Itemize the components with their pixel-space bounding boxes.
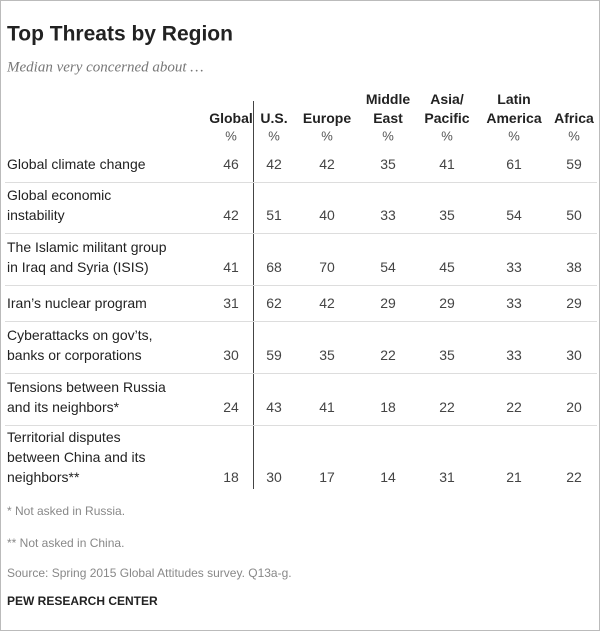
cell-value: 35 [319,347,335,363]
cell-value: 42 [266,156,282,172]
row-label: Territorial disputes [7,429,121,445]
row-label: in Iraq and Syria (ISIS) [7,259,149,275]
cell-value: 70 [319,259,335,275]
column-unit: % [382,128,394,144]
cell-value: 31 [439,469,455,485]
cell-value: 18 [380,399,396,415]
cell-value: 33 [506,295,522,311]
cell-value: 61 [506,156,522,172]
row-label: neighbors** [7,469,80,485]
cell-value: 40 [319,207,335,223]
row-separator [5,233,597,234]
row-label: Global climate change [7,156,146,172]
cell-value: 51 [266,207,282,223]
column-unit: % [268,128,280,144]
row-label: The Islamic militant group [7,239,167,255]
cell-value: 50 [566,207,582,223]
footer: PEW RESEARCH CENTER [7,594,158,608]
cell-value: 22 [566,469,582,485]
cell-value: 42 [319,295,335,311]
column-unit: % [508,128,520,144]
cell-value: 59 [566,156,582,172]
cell-value: 35 [439,207,455,223]
cell-value: 33 [380,207,396,223]
row-separator [5,285,597,286]
cell-value: 45 [439,259,455,275]
title: Top Threats by Region [7,22,233,46]
cell-value: 54 [380,259,396,275]
cell-value: 35 [439,347,455,363]
cell-value: 18 [223,469,239,485]
row-label: Global economic [7,187,112,203]
cell-value: 46 [223,156,239,172]
column-header: Pacific [424,110,470,126]
cell-value: 42 [223,207,239,223]
column-unit: % [321,128,333,144]
cell-value: 20 [566,399,582,415]
column-unit: % [225,128,237,144]
note: Source: Spring 2015 Global Attitudes sur… [7,566,292,580]
cell-value: 41 [439,156,455,172]
cell-value: 43 [266,399,282,415]
cell-value: 29 [566,295,582,311]
cell-value: 31 [223,295,239,311]
cell-value: 54 [506,207,522,223]
cell-value: 41 [319,399,335,415]
column-header: Global [209,110,253,126]
note: * Not asked in Russia. [7,504,126,518]
row-label: between China and its [7,449,146,465]
row-label: banks or corporations [7,347,142,363]
column-header: East [373,110,403,126]
column-header: Africa [554,110,594,126]
cell-value: 30 [266,469,282,485]
cell-value: 35 [380,156,396,172]
cell-value: 30 [223,347,239,363]
cell-value: 29 [380,295,396,311]
row-label: instability [7,207,65,223]
cell-value: 33 [506,259,522,275]
cell-value: 41 [223,259,239,275]
row-separator [5,182,597,183]
column-unit: % [568,128,580,144]
row-label: and its neighbors* [7,399,120,415]
cell-value: 62 [266,295,282,311]
cell-value: 22 [380,347,396,363]
subtitle: Median very concerned about … [7,59,204,76]
row-label: Tensions between Russia [7,379,166,395]
divider [253,101,254,489]
cell-value: 24 [223,399,239,415]
cell-value: 42 [319,156,335,172]
row-label: Cyberattacks on gov’ts, [7,327,153,343]
column-header: America [486,110,542,126]
cell-value: 33 [506,347,522,363]
note: ** Not asked in China. [7,536,125,550]
column-header: Asia/ [430,91,464,107]
cell-value: 29 [439,295,455,311]
column-header: Middle [365,91,411,107]
column-unit: % [441,128,453,144]
column-header: U.S. [260,110,288,126]
cell-value: 30 [566,347,582,363]
cell-value: 14 [380,469,396,485]
row-label: Iran’s nuclear program [7,295,147,311]
cell-value: 38 [566,259,582,275]
row-separator [5,373,597,374]
row-separator [5,425,597,426]
column-header: Latin [497,91,531,107]
cell-value: 17 [319,469,335,485]
cell-value: 59 [266,347,282,363]
cell-value: 68 [266,259,282,275]
cell-value: 22 [506,399,522,415]
column-header: Europe [302,110,352,126]
row-separator [5,321,597,322]
cell-value: 21 [506,469,522,485]
cell-value: 22 [439,399,455,415]
